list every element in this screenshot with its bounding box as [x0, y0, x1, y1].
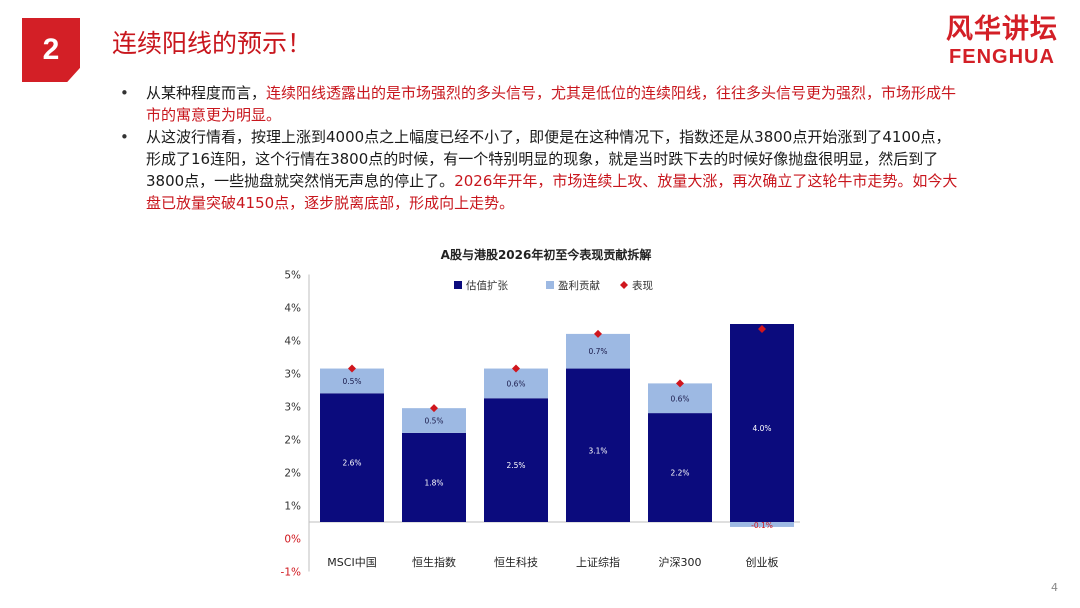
bar-earnings-label: 0.5%	[424, 417, 443, 426]
bar-valuation	[484, 398, 548, 522]
performance-marker	[676, 379, 684, 388]
bullet-1-text: 从某种程度而言，	[146, 84, 267, 102]
slide-title: 连续阳线的预示！	[112, 29, 313, 58]
bar-valuation	[566, 368, 630, 522]
bar-valuation	[730, 324, 794, 522]
fenghua-logo: 风华讲坛 FENGHUA	[946, 14, 1058, 68]
x-category-label: 恒生指数	[412, 555, 456, 569]
bar-earnings-label: -0.1%	[751, 521, 773, 530]
y-axis: -1% 0% 1% 2% 2% 3% 3% 4% 4% 5%	[281, 270, 800, 579]
section-number-badge: 2	[22, 18, 80, 82]
bar-earnings	[648, 383, 712, 414]
y-tick-label: 1%	[284, 501, 301, 513]
chart-title: A股与港股2026年初至今表现贡献拆解	[441, 247, 652, 262]
x-category-label: 沪深300	[659, 555, 702, 569]
bar-earnings	[484, 368, 548, 399]
legend-diamond-marker	[620, 281, 628, 289]
bar-earnings	[402, 408, 466, 433]
legend-swatch	[546, 281, 554, 289]
y-tick-label: 0%	[284, 534, 301, 546]
performance-marker	[594, 329, 602, 338]
bar-earnings-label: 0.6%	[670, 394, 689, 403]
bar-valuation	[402, 432, 466, 522]
legend-label: 表现	[632, 279, 653, 292]
bar-earnings-label: 0.6%	[506, 379, 525, 388]
bar-valuation	[648, 413, 712, 522]
y-tick-label: -1%	[281, 567, 301, 579]
chart-bars: 2.6% 0.5% 1.8% 0.5% 2.5% 0.6% 3.1% 0.7% 2.2% 0.6%…	[320, 324, 794, 530]
y-tick-label: 3%	[284, 369, 301, 381]
x-category-label: MSCI中国	[327, 556, 376, 569]
legend-label: 盈利贡献	[558, 279, 600, 292]
bullet-2-text: 从这波行情看，按理上涨到4000点之上幅度已经不小了，即便是在这种情况下，指数还…	[146, 128, 951, 190]
page-number: 4	[1051, 581, 1058, 594]
performance-marker	[512, 364, 520, 373]
bar-valuation	[320, 393, 384, 522]
x-category-label: 上证综指	[576, 555, 620, 569]
y-tick-label: 2%	[284, 468, 301, 480]
x-category-label: 恒生科技	[494, 555, 538, 569]
bar-earnings	[566, 333, 630, 369]
x-category-label: 创业板	[746, 555, 779, 569]
performance-marker	[758, 324, 766, 333]
bullet-1-highlight: 连续阳线透露出的是市场强烈的多头信号，尤其是低位的连续阳线，往往多头信号更为强烈…	[146, 84, 957, 124]
bar-valuation-label: 4.0%	[752, 424, 771, 433]
logo-chinese: 风华讲坛	[946, 14, 1058, 45]
legend-label: 估值扩张	[466, 279, 508, 292]
performance-marker	[348, 364, 356, 373]
bar-valuation-label: 2.2%	[670, 469, 689, 478]
bullet-item-2: 从这波行情看，按理上涨到4000点之上幅度已经不小了，即便是在这种情况下，指数还…	[118, 126, 958, 214]
bar-earnings	[320, 368, 384, 394]
logo-english: FENGHUA	[949, 46, 1055, 68]
legend-swatch	[454, 281, 462, 289]
bar-valuation-label: 2.5%	[506, 461, 525, 470]
performance-marker	[430, 404, 438, 413]
section-number: 2	[42, 33, 60, 66]
y-tick-label: 4%	[284, 303, 301, 315]
y-tick-label: 4%	[284, 336, 301, 348]
bar-earnings	[730, 522, 794, 527]
bar-valuation-label: 1.8%	[424, 478, 443, 487]
y-tick-label: 2%	[284, 435, 301, 447]
bar-earnings-label: 0.7%	[588, 347, 607, 356]
y-tick-label: 3%	[284, 402, 301, 414]
bullet-2-highlight: 2026年开年，市场连续上攻、放量大涨，再次确立了这轮牛市走势。如今大盘已放量突…	[146, 172, 958, 212]
x-axis-labels: MSCI中国 恒生指数 恒生科技 上证综指 沪深300 创业板	[327, 555, 778, 569]
bar-valuation-label: 3.1%	[588, 446, 607, 455]
chart-legend: 估值扩张 盈利贡献 表现	[454, 279, 653, 292]
bar-valuation-label: 2.6%	[342, 459, 361, 468]
y-tick-label: 5%	[284, 270, 301, 282]
bullet-list: 从某种程度而言，连续阳线透露出的是市场强烈的多头信号，尤其是低位的连续阳线，往往…	[118, 82, 958, 214]
bar-earnings-label: 0.5%	[342, 377, 361, 386]
bullet-item-1: 从某种程度而言，连续阳线透露出的是市场强烈的多头信号，尤其是低位的连续阳线，往往…	[118, 82, 958, 126]
